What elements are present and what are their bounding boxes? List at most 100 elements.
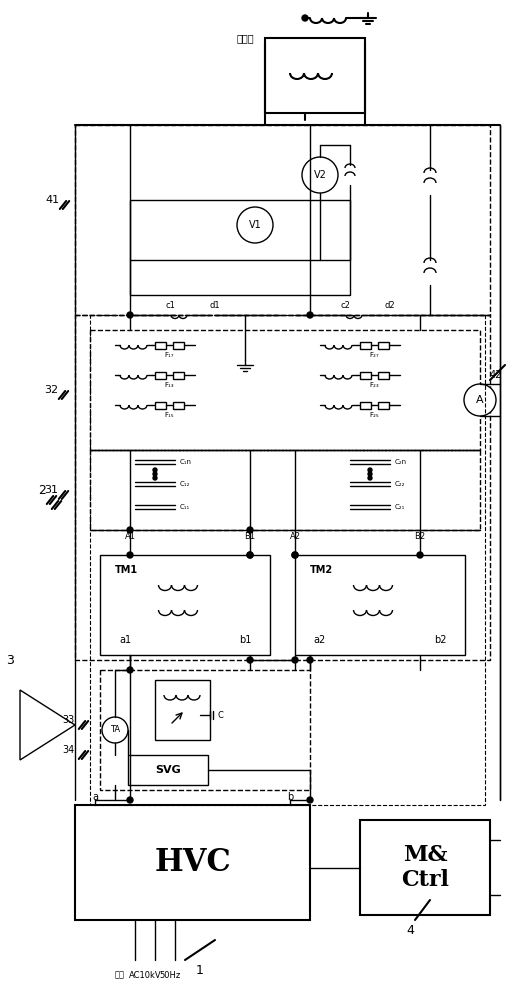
- Circle shape: [127, 552, 133, 558]
- Text: TM1: TM1: [115, 565, 138, 575]
- Circle shape: [302, 157, 338, 193]
- Circle shape: [307, 657, 313, 663]
- Text: d2: d2: [385, 301, 396, 310]
- Bar: [173, 401, 184, 408]
- Text: TA: TA: [110, 726, 120, 734]
- Bar: [173, 342, 184, 349]
- Bar: [295, 555, 465, 655]
- Bar: [378, 371, 389, 378]
- Text: 42: 42: [490, 370, 502, 380]
- Bar: [359, 401, 370, 408]
- Text: F₂₅: F₂₅: [369, 412, 379, 418]
- Bar: [75, 315, 490, 660]
- Circle shape: [127, 667, 133, 673]
- Bar: [155, 401, 166, 408]
- Bar: [90, 450, 480, 530]
- Bar: [75, 125, 490, 315]
- Text: M&
Ctrl: M& Ctrl: [401, 844, 449, 891]
- Text: C₂₁: C₂₁: [395, 504, 406, 510]
- Text: 31: 31: [44, 485, 58, 495]
- Text: AC10kV: AC10kV: [129, 970, 161, 980]
- Circle shape: [368, 472, 372, 476]
- Text: d1: d1: [210, 301, 220, 310]
- Bar: [128, 755, 208, 785]
- Circle shape: [368, 468, 372, 472]
- Text: a2: a2: [314, 635, 326, 645]
- Text: C: C: [217, 710, 223, 720]
- Circle shape: [247, 657, 253, 663]
- Text: A1: A1: [125, 532, 136, 541]
- Circle shape: [247, 552, 253, 558]
- Text: 2: 2: [38, 484, 46, 496]
- Text: V1: V1: [249, 220, 261, 230]
- Bar: [359, 342, 370, 349]
- Text: F₂₃: F₂₃: [369, 382, 379, 388]
- Bar: [155, 342, 166, 349]
- Text: 1: 1: [196, 964, 204, 976]
- Text: 被试品: 被试品: [236, 33, 254, 43]
- Text: b1: b1: [239, 635, 251, 645]
- Text: HVC: HVC: [154, 847, 231, 878]
- Text: 50Hz: 50Hz: [159, 970, 180, 980]
- Text: B2: B2: [414, 532, 426, 541]
- Text: V2: V2: [313, 170, 327, 180]
- Text: F₁₇: F₁₇: [164, 352, 174, 358]
- Bar: [100, 670, 310, 790]
- Text: b2: b2: [434, 635, 446, 645]
- Circle shape: [153, 468, 157, 472]
- Circle shape: [247, 527, 253, 533]
- Circle shape: [127, 312, 133, 318]
- Circle shape: [417, 552, 423, 558]
- Circle shape: [127, 797, 133, 803]
- Circle shape: [368, 476, 372, 480]
- Bar: [173, 371, 184, 378]
- Bar: [378, 401, 389, 408]
- Circle shape: [307, 797, 313, 803]
- Circle shape: [292, 657, 298, 663]
- Bar: [359, 371, 370, 378]
- Text: A2: A2: [289, 532, 300, 541]
- Text: C₁n: C₁n: [180, 459, 192, 465]
- Bar: [130, 200, 350, 295]
- Bar: [360, 820, 490, 915]
- Circle shape: [292, 552, 298, 558]
- Text: b: b: [287, 792, 293, 802]
- Text: c1: c1: [165, 301, 175, 310]
- Text: a1: a1: [119, 635, 131, 645]
- Circle shape: [127, 527, 133, 533]
- Text: c2: c2: [340, 301, 350, 310]
- Circle shape: [247, 552, 253, 558]
- Text: 4: 4: [406, 924, 414, 936]
- Circle shape: [153, 472, 157, 476]
- Circle shape: [292, 552, 298, 558]
- Text: C₂₂: C₂₂: [395, 481, 406, 487]
- Circle shape: [153, 476, 157, 480]
- Text: 3: 3: [6, 654, 14, 666]
- Text: F₁₃: F₁₃: [164, 382, 174, 388]
- Text: 电源: 电源: [115, 970, 125, 980]
- Text: B1: B1: [245, 532, 256, 541]
- Text: a: a: [92, 792, 98, 802]
- Text: 32: 32: [44, 385, 58, 395]
- Text: A: A: [476, 395, 484, 405]
- Circle shape: [102, 717, 128, 743]
- Circle shape: [307, 312, 313, 318]
- Text: C₁₂: C₁₂: [180, 481, 190, 487]
- Text: TM2: TM2: [310, 565, 333, 575]
- Text: F₂₇: F₂₇: [369, 352, 379, 358]
- Bar: [90, 315, 485, 805]
- Text: C₁₁: C₁₁: [180, 504, 190, 510]
- Text: F₁₅: F₁₅: [164, 412, 174, 418]
- Text: 33: 33: [63, 715, 75, 725]
- Bar: [155, 680, 210, 740]
- Bar: [90, 330, 480, 450]
- Bar: [155, 371, 166, 378]
- Circle shape: [464, 384, 496, 416]
- Bar: [100, 555, 270, 655]
- Text: C₂n: C₂n: [395, 459, 407, 465]
- Circle shape: [237, 207, 273, 243]
- Bar: [265, 38, 365, 113]
- Text: SVG: SVG: [155, 765, 181, 775]
- Circle shape: [302, 15, 308, 21]
- Text: 41: 41: [46, 195, 60, 205]
